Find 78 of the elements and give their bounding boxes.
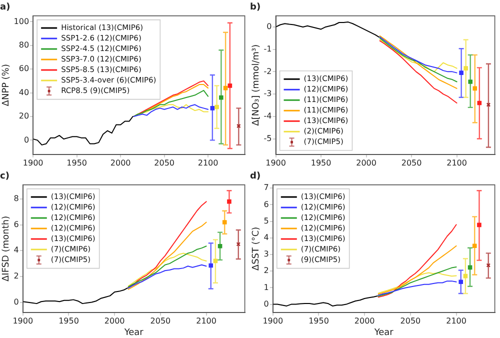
x-tick-label: 1950 [58,316,79,326]
chart-title: d) [250,172,261,182]
point [236,242,241,246]
y-tick-label: 100 [14,16,30,26]
x-tick-label: 1900 [262,316,284,326]
point [468,80,473,84]
y-tick-label: 0 [264,299,269,308]
point [218,244,222,248]
point [486,263,491,268]
x-tick-label: 2050 [154,158,174,168]
y-tick-label: 0 [24,135,30,144]
point [459,70,464,75]
y-axis-title: ΔIFSD (month) [2,216,12,282]
y-tick-label: 1 [264,282,269,292]
point [228,84,232,88]
x-tick-label: 1950 [66,158,87,168]
x-tick-label: 2050 [150,316,171,326]
chart-title: c) [0,172,10,182]
x-tick-label: 2000 [354,316,375,326]
x-tick-label: 2050 [401,158,422,168]
y-tick-label: 2 [264,266,269,276]
y-tick-label: 2 [14,272,19,281]
y-tick-label: -3 [264,89,272,98]
point [208,263,214,268]
point [472,86,478,91]
y-tick-label: 0 [266,22,272,32]
x-tick-label: 2000 [104,316,125,326]
x-tick-label: 1950 [310,158,332,168]
x-tick-label: 2100 [196,316,216,326]
x-axis-title: Year [373,328,394,338]
point [472,244,477,248]
x-tick-label: 2000 [110,158,131,168]
y-tick-label: 4 [264,232,269,242]
point [222,220,227,224]
point [464,66,468,70]
x-tick-label: 2100 [198,158,218,168]
point [219,95,224,100]
point [210,106,215,110]
point [213,258,218,264]
point [477,222,482,228]
x-tick-label: 1900 [12,316,34,326]
y-tick-label: 6 [264,200,269,209]
point [463,274,468,278]
y-tick-label: 5 [264,216,269,226]
x-tick-label: 1950 [308,316,329,326]
x-tick-label: 2100 [446,316,466,326]
x-tick-label: 2100 [446,158,467,168]
point [227,199,232,204]
y-tick-label: 7 [264,183,269,192]
y-tick-label: 3 [264,250,269,259]
y-tick-label: -1 [264,44,272,54]
x-tick-label: 1900 [266,158,286,168]
y-tick-label: 60 [18,64,30,74]
point [458,280,464,284]
y-tick-label: 8 [14,194,19,204]
point [486,102,491,107]
y-tick-label: -5 [264,134,272,143]
y-axis-title: Δ[NO₃] (mmol/m³) [252,44,262,126]
point [214,104,219,110]
y-axis-title: ΔNPP (%) [2,64,12,106]
point [477,100,482,106]
y-tick-label: 0 [14,297,19,306]
chart-title: b) [250,2,261,13]
point [468,265,472,270]
y-tick-label: 4 [14,246,19,255]
y-tick-label: 40 [18,88,30,97]
y-axis-title: ΔSST (°C) [252,226,262,271]
chart-title: a) [0,2,10,13]
y-tick-label: 80 [18,40,30,50]
y-tick-label: 6 [14,220,19,229]
y-tick-label: -4 [264,111,272,120]
x-tick-label: 1900 [22,158,44,168]
x-tick-label: 2000 [356,158,376,168]
x-axis-title: Year [123,328,144,338]
y-tick-label: -2 [264,66,272,76]
point [223,86,228,90]
x-tick-label: 2050 [400,316,421,326]
y-tick-label: 20 [18,112,30,121]
